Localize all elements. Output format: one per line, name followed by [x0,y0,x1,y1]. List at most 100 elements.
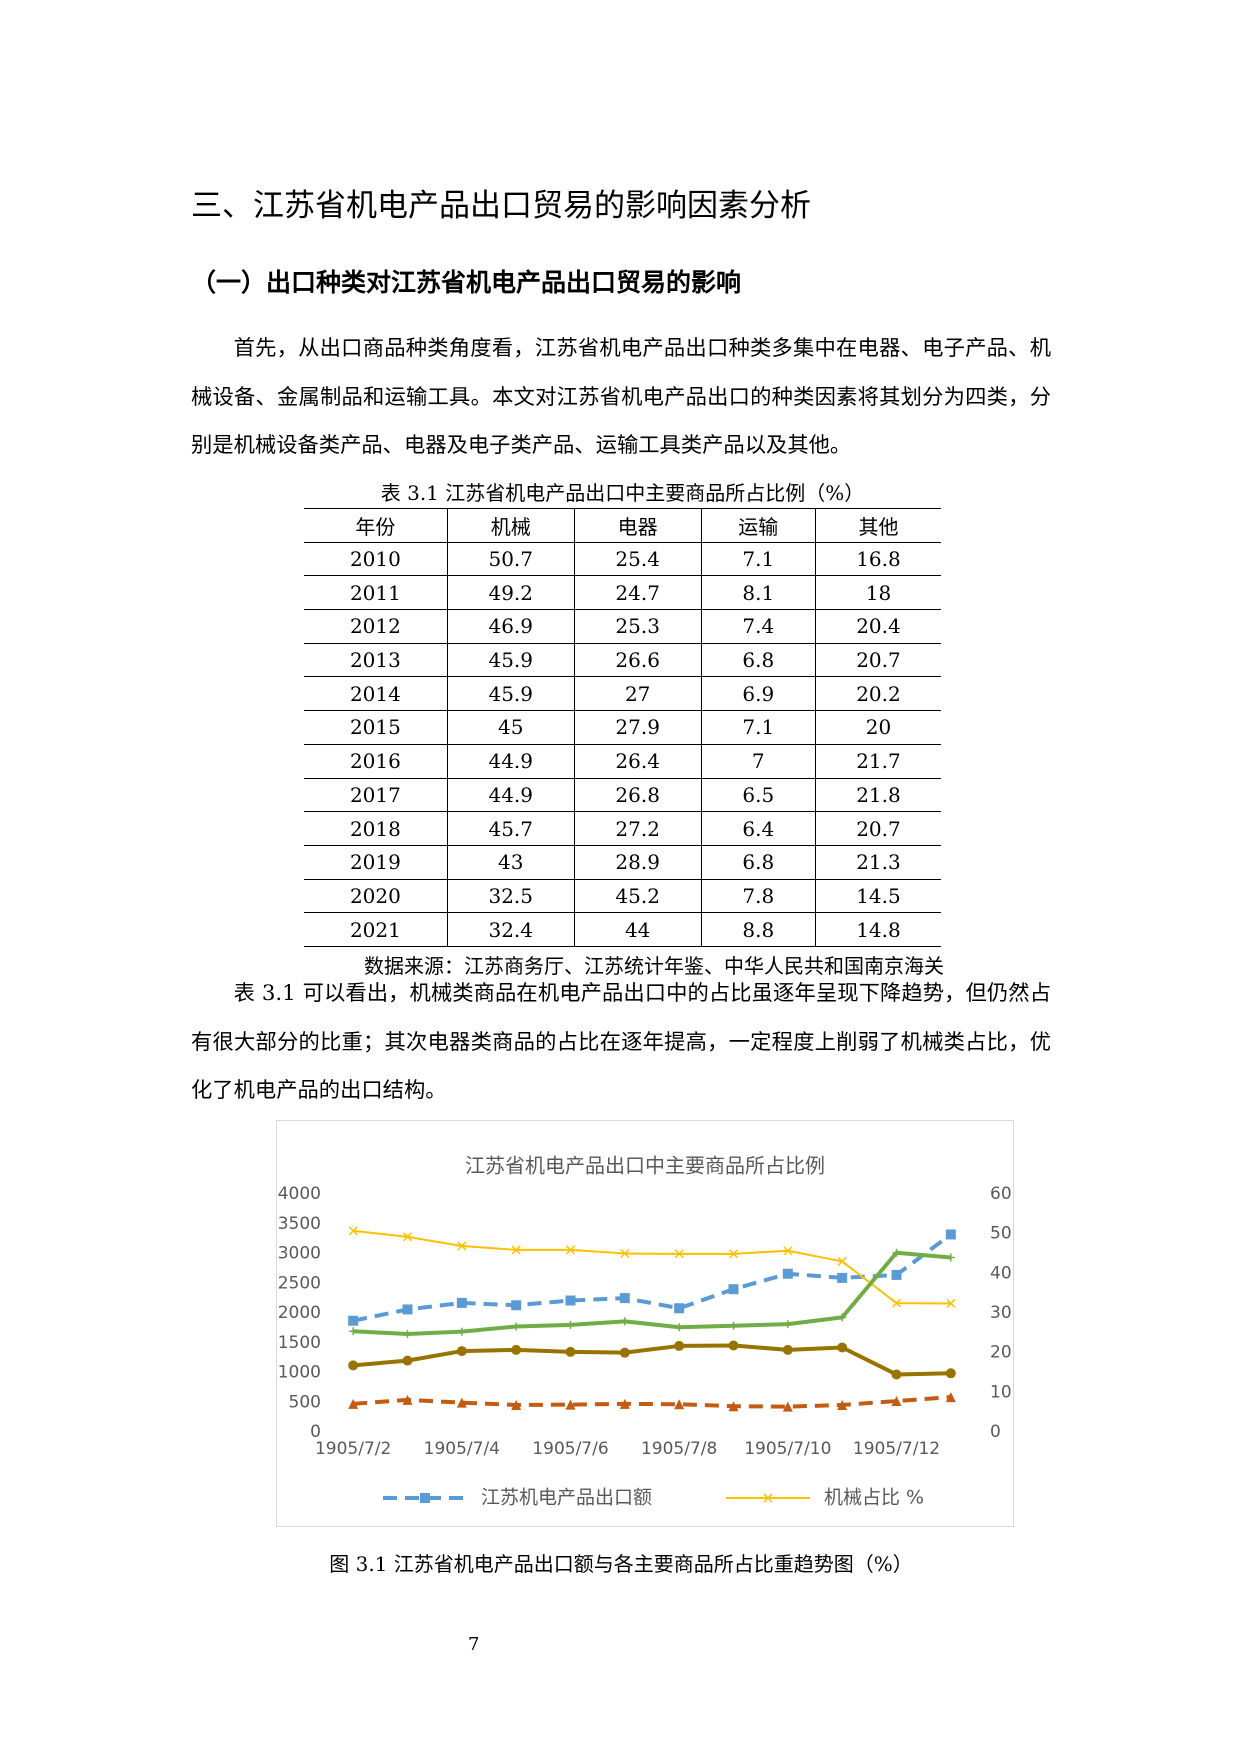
paragraph: 首先，从出口商品种类角度看，江苏省机电产品出口种类多集中在电器、电子产品、机械设… [191,336,1051,458]
marker [402,1232,413,1242]
y-tick-label: 1000 [278,1363,321,1383]
table-cell: 21.3 [814,844,941,880]
table-source: 数据来源：江苏商务厅、江苏统计年鉴、中华人民共和国南京海关 [364,954,944,978]
marker [946,1298,956,1309]
marker [511,1300,522,1311]
table-cell: 7.4 [700,609,816,644]
marker [457,1241,467,1251]
marker [674,1303,685,1314]
table-cell: 20.7 [814,811,941,846]
marker [456,1397,467,1408]
marker [402,1304,413,1315]
table-row: 2010 50.7 25.4 7.1 16.8 [304,541,941,577]
marker [674,1249,684,1259]
table-cell: 27.9 [573,710,702,745]
table-cell: 2010 [304,541,448,577]
marker [456,1297,467,1308]
legend-marker [763,1493,773,1503]
marker [674,1399,685,1410]
y-tick-label: 3500 [278,1214,321,1234]
subheading: （一）出口种类对江苏省机电产品出口贸易的影响 [191,268,742,297]
table-cell: 7.1 [700,541,816,577]
paragraph: 表 3.1 可以看出，机械类商品在机电产品出口中的占比虽逐年呈现下降趋势，但仍然… [191,981,1051,1103]
marker [945,1229,956,1240]
legend-label: 机械占比 % [824,1487,924,1509]
table-cell: 26.8 [573,777,702,813]
table-cell: 21.8 [814,777,941,813]
marker [728,1340,739,1351]
table-row: 2020 32.5 45.2 7.8 14.5 [304,878,941,914]
marker [348,1398,359,1409]
marker [457,1327,466,1336]
table-cell: 机械 [446,508,575,543]
table-cell: 32.4 [446,912,575,947]
marker [456,1346,467,1357]
table-cell: 26.4 [573,743,702,779]
table-cell: 44.9 [446,777,575,813]
y-tick-label: 1500 [278,1333,321,1353]
chart-frame: 江苏省机电产品出口中主要商品所占比例 0 500 1000 1500 2000 2500 3… [276,1120,1014,1527]
table-cell: 6.8 [700,844,816,880]
series-line [352,1232,953,1323]
chart: 江苏省机电产品出口中主要商品所占比例 050010001500200025003… [278,1154,1012,1509]
y2-tick-label: 50 [990,1224,1012,1244]
marker [838,1313,847,1322]
y2-tick-label: 20 [990,1343,1012,1363]
table-cell: 50.7 [446,541,575,577]
table-cell: 25.4 [573,541,702,577]
marker [565,1399,576,1410]
table-cell: 45.7 [446,811,575,846]
table-cell: 2013 [304,642,448,678]
marker [349,1327,358,1336]
marker [783,1320,792,1329]
table-row: 2019 43 28.9 6.8 21.3 [304,844,941,880]
marker [782,1268,793,1279]
marker [837,1256,847,1266]
table-cell: 45 [446,710,575,745]
table-cell: 6.4 [700,811,816,846]
marker [620,1317,629,1326]
marker [511,1400,522,1411]
table-cell: 32.5 [446,878,575,914]
y-tick-label: 2000 [278,1303,321,1323]
table-cell: 2021 [304,912,448,947]
marker [837,1400,848,1411]
table-cell: 7.8 [700,878,816,914]
marker [782,1344,793,1355]
table-cell: 20 [814,710,941,745]
table-cell: 2019 [304,844,448,880]
marker [566,1320,575,1329]
table-cell: 年份 [304,508,448,543]
series-line [353,1250,952,1337]
marker [946,1253,955,1262]
table-row: 年份 机械 电器 运输 其他 [304,508,941,543]
table-cell: 6.5 [700,777,816,813]
marker [728,1401,739,1412]
table-cell: 43 [446,844,575,880]
heading: 三、江苏省机电产品出口贸易的影响因素分析 [191,188,811,224]
table-cell: 27.2 [573,811,702,846]
table-cell: 6.9 [700,676,816,712]
x-tick-label: 1905/7/10 [744,1439,831,1459]
table-cell: 14.8 [814,912,941,947]
table-cell: 7.1 [700,710,816,745]
marker [891,1396,902,1407]
table-cell: 28.9 [573,844,702,880]
legend-label: 江苏机电产品出口额 [481,1487,652,1509]
marker [945,1392,956,1403]
table-caption: 表 3.1 江苏省机电产品出口中主要商品所占比例（%） [380,481,865,505]
table-row: 2011 49.2 24.7 8.1 18 [304,575,941,611]
figure-caption: 图 3.1 江苏省机电产品出口额与各主要商品所占比重趋势图（%） [329,1552,913,1576]
table-cell: 电器 [573,508,702,543]
y-tick-label: 4000 [278,1184,321,1204]
marker [565,1346,576,1357]
table-row: 2018 45.7 27.2 6.4 20.7 [304,811,941,846]
marker [891,1369,902,1380]
table-cell: 27 [573,676,702,712]
table-cell: 45.9 [446,642,575,678]
table-cell: 8.1 [700,575,816,611]
marker [674,1340,685,1351]
table-cell: 25.3 [573,609,702,644]
